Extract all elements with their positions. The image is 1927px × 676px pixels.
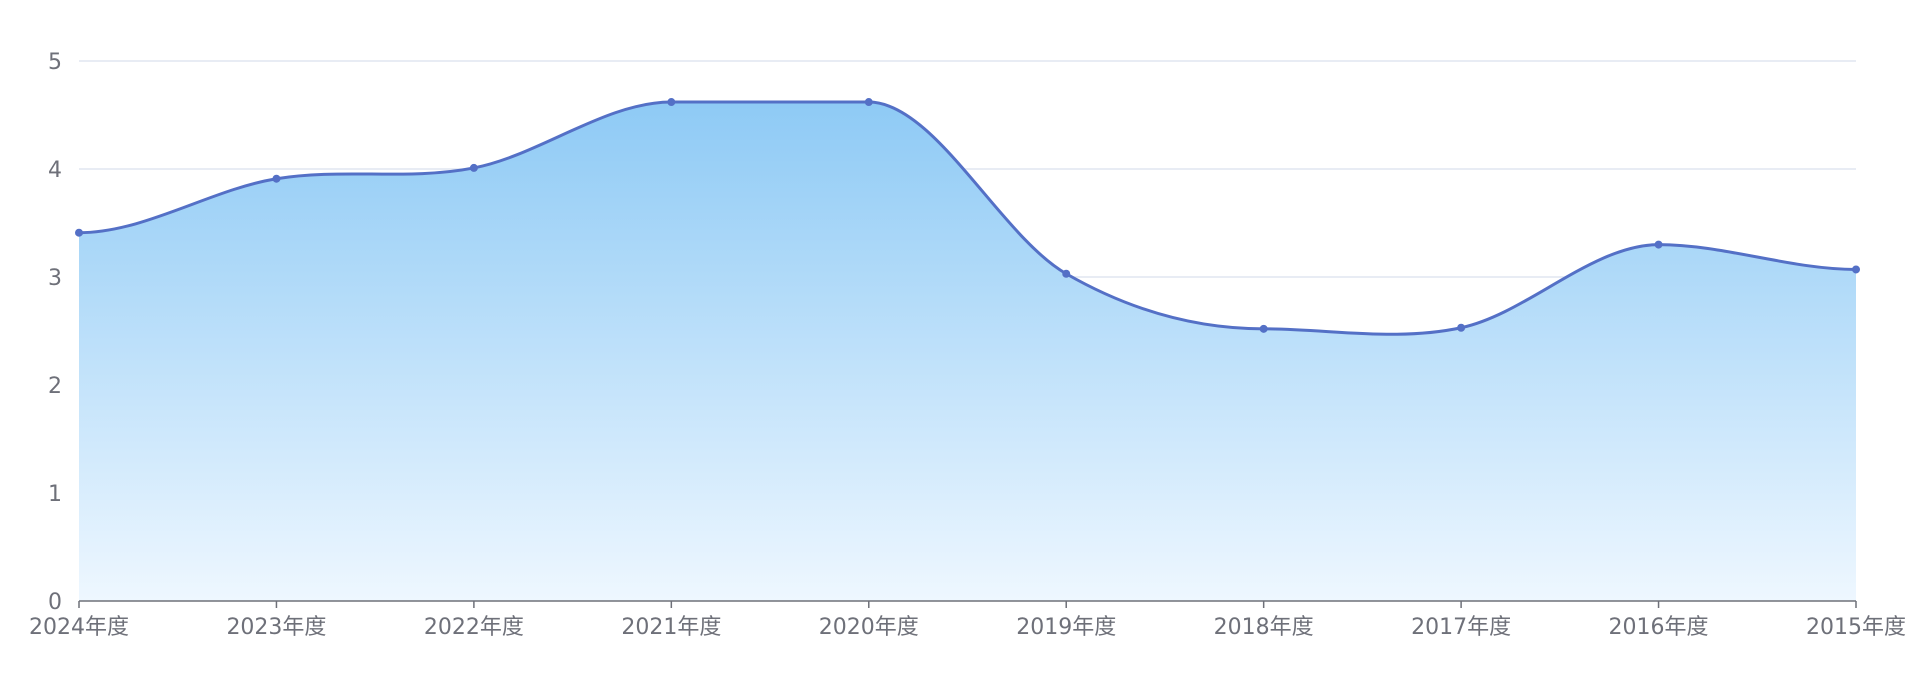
data-point[interactable] [1259,324,1268,333]
x-axis [78,600,1857,608]
x-tick-label: 2019年度 [1016,615,1116,640]
x-tick-label: 2016年度 [1609,615,1709,640]
x-tick-label: 2017年度 [1411,615,1511,640]
series-line [78,100,1857,336]
data-point[interactable] [1654,240,1663,249]
y-tick-label: 3 [48,266,62,291]
x-tick-label: 2022年度 [424,615,524,640]
x-tick-label: 2024年度 [29,615,129,640]
x-axis-tick-labels: 2024年度 2023年度 2022年度 2021年度 2020年度 2019年度 2018… [29,615,1906,640]
x-tick-label: 2020年度 [819,615,919,640]
x-tick-label: 2021年度 [621,615,721,640]
data-point[interactable] [1062,269,1071,278]
area-fill-layer [79,102,1856,601]
y-tick-label: 4 [48,158,62,183]
area-fill [79,102,1856,601]
data-point[interactable] [272,174,281,183]
data-point[interactable] [469,163,478,172]
data-point[interactable] [864,98,873,107]
y-tick-label: 2 [48,374,62,399]
y-axis-tick-labels: 0 1 2 3 4 5 [48,50,62,615]
y-tick-label: 5 [48,50,62,75]
x-tick-label: 2018年度 [1214,615,1314,640]
y-tick-label: 1 [48,482,62,507]
x-tick-label: 2023年度 [226,615,326,640]
y-tick-label: 0 [48,590,62,615]
data-points [75,98,1860,333]
x-tick-label: 2015年度 [1806,615,1906,640]
data-point[interactable] [1852,265,1860,274]
data-point[interactable] [667,98,676,107]
data-point[interactable] [1457,323,1466,332]
data-point[interactable] [75,228,83,237]
series-line-layer [78,100,1857,336]
